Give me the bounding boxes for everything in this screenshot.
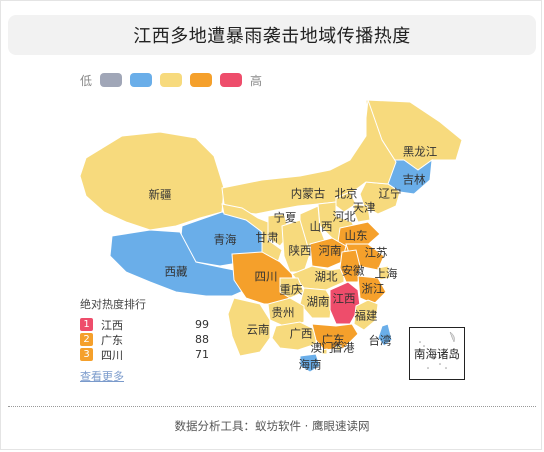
province-label-shaanxi: 陕西 — [289, 244, 312, 258]
legend-high-label: 高 — [250, 73, 263, 88]
province-anhui[interactable] — [339, 249, 361, 283]
legend-low-label: 低 — [80, 73, 93, 88]
province-xinjiang[interactable] — [79, 131, 225, 231]
province-taiwan[interactable] — [377, 323, 393, 347]
province-fujian[interactable] — [353, 299, 379, 331]
rank-number: 2 — [80, 333, 93, 346]
province-label-tianjin: 天津 — [353, 201, 376, 215]
province-label-neimenggu: 内蒙古 — [291, 187, 326, 201]
ranking-row: 2 广东 88 — [80, 332, 210, 347]
province-label-hebei: 河北 — [333, 210, 356, 224]
province-yunnan[interactable] — [227, 297, 271, 357]
province-label-gansu: 甘肃 — [256, 231, 279, 245]
islands-icon — [419, 331, 455, 369]
rank-number: 1 — [80, 318, 93, 331]
footer-source: 数据分析工具：蚁坊软件 · 鹰眼速读网 — [174, 419, 370, 433]
province-label-aomen: 澳门 — [311, 341, 334, 355]
page-title: 江西多地遭暴雨袭击地域传播热度 — [133, 26, 411, 47]
province-neimenggu[interactable] — [221, 99, 397, 215]
province-aomen[interactable] — [321, 348, 328, 355]
province-label-hunan: 湖南 — [307, 295, 330, 309]
rank-value: 71 — [195, 348, 209, 361]
province-label-xianggang: 香港 — [332, 341, 355, 355]
province-shanghai[interactable] — [377, 265, 391, 281]
province-label-chongqing: 重庆 — [280, 283, 303, 297]
province-label-fujian: 福建 — [355, 309, 378, 323]
rank-value: 99 — [195, 318, 209, 331]
province-label-liaoning: 辽宁 — [379, 187, 402, 201]
view-more-link[interactable]: 查看更多 — [80, 370, 124, 383]
province-label-sichuan: 四川 — [255, 270, 278, 284]
province-liaoning[interactable] — [359, 181, 401, 215]
province-label-beijing: 北京 — [335, 187, 358, 201]
province-label-jiangxi: 江西 — [333, 292, 356, 306]
province-label-shanghai: 上海 — [375, 267, 398, 281]
province-label-ningxia: 宁夏 — [274, 211, 297, 225]
rank-value: 88 — [195, 333, 209, 346]
ranking-row: 3 四川 71 — [80, 347, 210, 362]
province-label-jilin: 吉林 — [403, 173, 426, 187]
province-label-zhejiang: 浙江 — [362, 282, 385, 296]
rank-province: 江西 — [101, 318, 123, 332]
province-xianggang[interactable] — [335, 344, 342, 351]
province-label-hubei: 湖北 — [315, 270, 338, 284]
inset-label: 南海诸岛 — [414, 347, 460, 361]
province-guangdong[interactable] — [311, 323, 359, 351]
heat-legend: 低 高 — [80, 72, 262, 88]
province-label-hainan: 海南 — [299, 358, 322, 372]
province-chongqing[interactable] — [279, 277, 305, 299]
province-label-guangdong: 广东 — [322, 333, 345, 347]
province-guangxi[interactable] — [271, 321, 317, 351]
province-label-anhui: 安徽 — [342, 264, 365, 278]
province-label-xizang: 西藏 — [165, 265, 188, 279]
title-bar: 江西多地遭暴雨袭击地域传播热度 — [8, 15, 536, 55]
ranking-row: 1 江西 99 — [80, 317, 210, 332]
ranking-panel: 绝对热度排行 1 江西 99 2 广东 88 3 四川 71 查看更多 — [80, 296, 210, 384]
province-label-taiwan: 台湾 — [369, 334, 392, 348]
legend-swatch-5[interactable] — [220, 73, 243, 87]
rank-province: 四川 — [101, 348, 123, 362]
legend-swatch-3[interactable] — [160, 73, 183, 87]
province-tianjin[interactable] — [353, 203, 371, 223]
province-label-heilongjiang: 黑龙江 — [403, 145, 438, 159]
province-label-qinghai: 青海 — [214, 233, 237, 247]
province-label-jiangsu: 江苏 — [365, 246, 388, 260]
province-label-henan: 河南 — [319, 244, 342, 258]
province-label-shanxi: 山西 — [310, 220, 333, 234]
legend-swatch-2[interactable] — [130, 73, 153, 87]
ranking-title: 绝对热度排行 — [80, 298, 146, 311]
legend-swatch-4[interactable] — [190, 73, 213, 87]
south-china-sea-inset: 南海诸岛 — [409, 327, 465, 380]
province-label-guangxi: 广西 — [290, 327, 313, 341]
province-label-guizhou: 贵州 — [272, 306, 295, 320]
legend-swatch-1[interactable] — [100, 73, 123, 87]
footer-divider — [8, 406, 536, 407]
province-label-shandong: 山东 — [345, 229, 368, 243]
rank-number: 3 — [80, 348, 93, 361]
province-label-xinjiang: 新疆 — [149, 188, 172, 202]
province-label-yunnan: 云南 — [247, 323, 270, 337]
province-zhejiang[interactable] — [357, 275, 387, 305]
rank-province: 广东 — [101, 333, 123, 347]
province-hainan[interactable] — [299, 353, 321, 373]
province-xizang[interactable] — [109, 229, 251, 297]
